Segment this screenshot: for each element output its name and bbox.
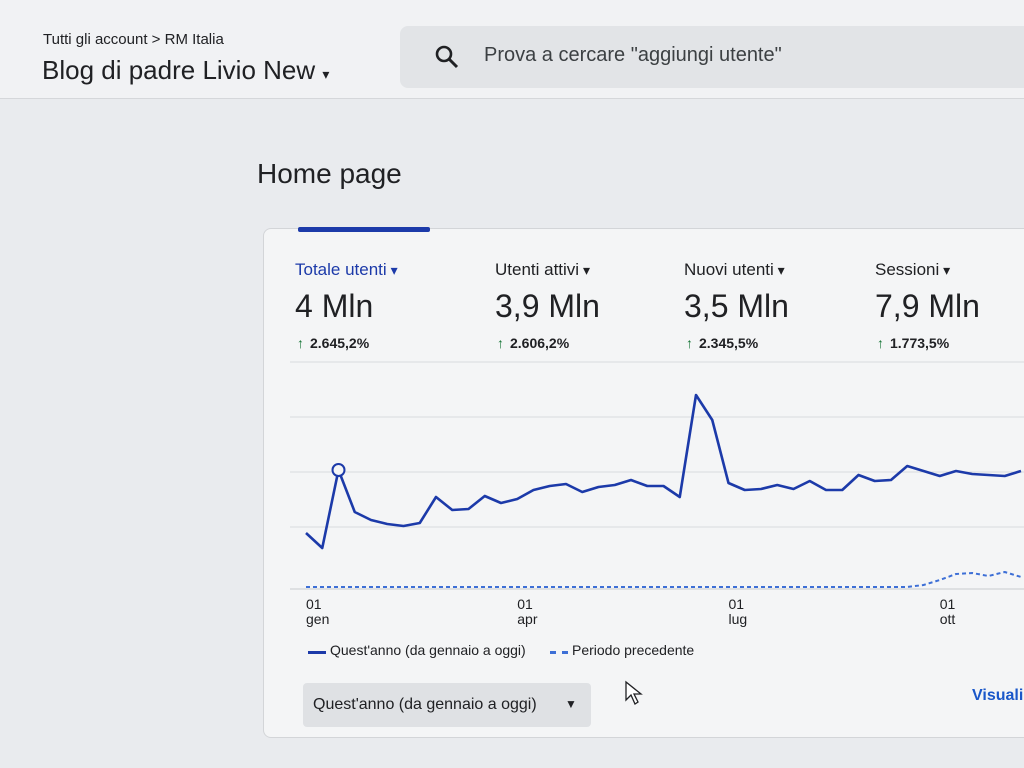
search-icon [435,45,459,69]
metric-label[interactable]: Nuovi utenti ▾ [684,260,785,279]
x-tick-label: 01 lug [728,596,748,627]
hover-point [331,463,346,477]
search-box[interactable]: Prova a cercare "aggiungi utente" [400,26,1024,88]
breadcrumb-item[interactable]: Tutti gli account [43,31,148,48]
overview-card [263,228,1024,738]
metric-change: 2.645,2% [310,335,370,351]
page-title: Home page [257,158,402,189]
property-selector[interactable]: Blog di padre Livio New ▾ [42,55,330,85]
legend-swatch [550,651,568,654]
property-name: Blog di padre Livio New [42,55,316,85]
metric-change-arrow: ↑ [686,335,693,351]
metric-change: 2.606,2% [510,335,570,351]
metric-value: 3,9 Mln [495,288,600,324]
date-range-label: Quest'anno (da gennaio a oggi) [313,696,537,713]
series-line [306,571,1022,588]
metric-label[interactable]: Utenti attivi ▾ [495,260,591,279]
legend-label: Quest'anno (da gennaio a oggi) [330,642,526,658]
date-range-dropdown[interactable]: Quest'anno (da gennaio a oggi) ▼ [303,683,591,727]
breadcrumb-item[interactable]: RM Italia [164,31,224,48]
metric-change: 2.345,5% [699,335,759,351]
top-bar: Tutti gli account > RM Italia Blog di pa… [0,0,1024,99]
metric-value: 4 Mln [295,288,374,324]
metric-change: 1.773,5% [890,335,950,351]
breadcrumb[interactable]: Tutti gli account > RM Italia [43,31,224,48]
metric-value: 3,5 Mln [684,288,789,324]
metric-value: 7,9 Mln [875,288,980,324]
x-tick-label: 01 ott [939,596,956,627]
tab-indicator [298,227,430,232]
legend-swatch [308,651,326,654]
metric-label[interactable]: Totale utenti ▾ [295,260,398,279]
metric-label[interactable]: Sessioni ▾ [875,260,951,279]
view-link[interactable]: Visuali [972,687,1024,704]
series-line [305,393,1022,550]
metric-change-arrow: ↑ [297,335,304,351]
cursor [625,680,643,705]
search-placeholder: Prova a cercare "aggiungi utente" [484,44,782,66]
legend-label: Periodo precedente [572,642,695,658]
x-tick-label: 01 apr [517,596,538,627]
x-tick-label: 01 gen [306,596,330,627]
metric-change-arrow: ↑ [497,335,504,351]
metric-change-arrow: ↑ [877,335,884,351]
